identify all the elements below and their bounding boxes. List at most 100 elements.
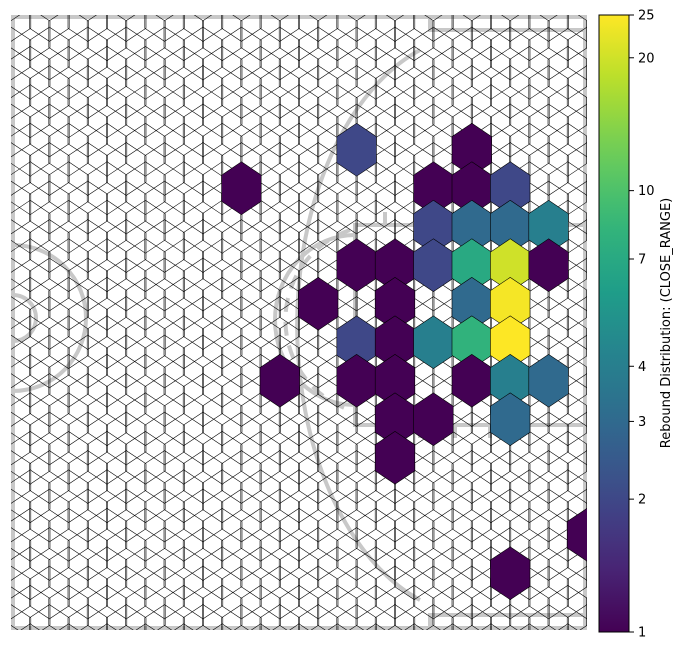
hex-cell-empty [259,450,300,504]
hex-cell-empty [67,411,108,466]
hex-cell-empty [11,46,51,100]
colorbar-ticks: 1 2 3 4 7 10 20 25 [629,9,655,641]
hex-cell: 1 [336,238,377,292]
hex-cell-empty [144,219,185,273]
hex-cell-empty [528,604,569,630]
colorbar-tick-label: 2 [638,493,646,508]
hex-cell-empty [586,20,587,49]
hex-cell-empty [144,65,185,119]
hex-cell-empty [11,373,32,427]
hex-cell-empty [11,277,51,331]
hex-cell-empty [432,585,473,630]
hex-cell-empty [221,527,262,581]
hex-cell-empty [394,585,435,630]
hex-cell-empty [221,26,262,81]
hex-cell: 1 [451,354,492,408]
hex-cell-empty [125,238,166,292]
hex-cell-empty [298,15,339,42]
hex-cell-empty [29,26,70,81]
hex-cell-empty [451,450,492,504]
hex-cell-empty [394,84,435,139]
hex-cell-empty [182,488,224,543]
hex-cell-empty [374,604,416,630]
hex-cell-empty [451,488,492,543]
hex-cell-empty [67,296,108,350]
hex-cell-empty [11,392,51,446]
hex-cell-empty [298,65,339,119]
hex-cell-empty [278,199,320,254]
hex-cell-empty [144,257,185,312]
hex-cell-empty [566,604,587,630]
hex-cell-empty [278,161,320,216]
hex-cell-empty [509,15,550,61]
hex-cell-empty [298,527,339,581]
hex-cell-empty [106,488,147,543]
hex-cell-empty [259,142,300,196]
hex-cell-empty [528,15,569,42]
hex-cell-empty [528,565,569,620]
hex-cell-empty [298,565,339,620]
hex-cell-empty [528,103,569,158]
hex-cell-empty [29,15,70,42]
hex-cell-empty [48,354,89,408]
hex-cell-empty [259,65,300,119]
hex-cell-empty [490,103,531,158]
hex-cell-empty [547,122,587,177]
hex-cell-empty [182,527,224,581]
hex-cell-empty [586,251,587,280]
hex-cell-empty [86,122,128,177]
hex-cell-empty [221,15,262,42]
hex-cell-empty [317,46,358,100]
hex-cell-empty [86,392,128,446]
hex-cell-empty [182,296,224,350]
hex-cell-empty [566,65,587,119]
hex-cell-empty [528,142,569,196]
hex-cell-empty [586,482,587,511]
hex-cell-empty [48,84,89,139]
hex-cell-empty [11,84,51,139]
hex-cell-empty [413,450,454,504]
hex-cell-empty [259,219,300,273]
hex-cell-empty [355,46,396,100]
hex-cell-empty [202,46,243,100]
hex-cell-empty [11,469,51,523]
hex-cell-empty [163,15,204,61]
hex-cell-empty [394,508,435,562]
hex-cell-empty [336,488,377,543]
hex-cell-empty [125,315,166,369]
hex-cell-empty [259,26,300,81]
hex-cell-empty [259,15,300,42]
hex-cell-empty [144,180,185,235]
hex-cell-empty [355,585,396,630]
hex-cell-empty [67,450,108,504]
hex-cell-empty [470,46,512,100]
hex-cell-empty [182,604,224,630]
hex-cell-empty [221,65,262,119]
hex-cell-empty [278,431,320,485]
hex-cell-empty [163,161,204,216]
hex-cell-empty [221,334,262,389]
hex-cell-empty [413,103,454,158]
hex-cell-empty [29,527,70,581]
hex-cell-empty [298,488,339,543]
hex-cell-empty [125,122,166,177]
hex-cell-empty [202,585,243,630]
hex-cell-empty [336,450,377,504]
hex-cell-empty [11,103,32,158]
hex-cell-empty [11,238,51,292]
hex-cell-empty [86,15,128,61]
hex-cell-empty [451,65,492,119]
hex-cell-empty [336,565,377,620]
hex-cell-empty [144,296,185,350]
hex-cell-empty [451,604,492,630]
hex-cell-empty [106,411,147,466]
hex-cell-empty [86,238,128,292]
hex-cell-empty [240,238,281,292]
hex-cell: 1 [528,238,569,292]
colorbar-tick-label: 7 [638,253,646,268]
hex-cell-empty [11,142,32,196]
hex-cell-empty [298,219,339,273]
hex-cell-empty [48,585,89,630]
hex-cell-empty [11,26,32,81]
hex-cell-empty [163,469,204,523]
